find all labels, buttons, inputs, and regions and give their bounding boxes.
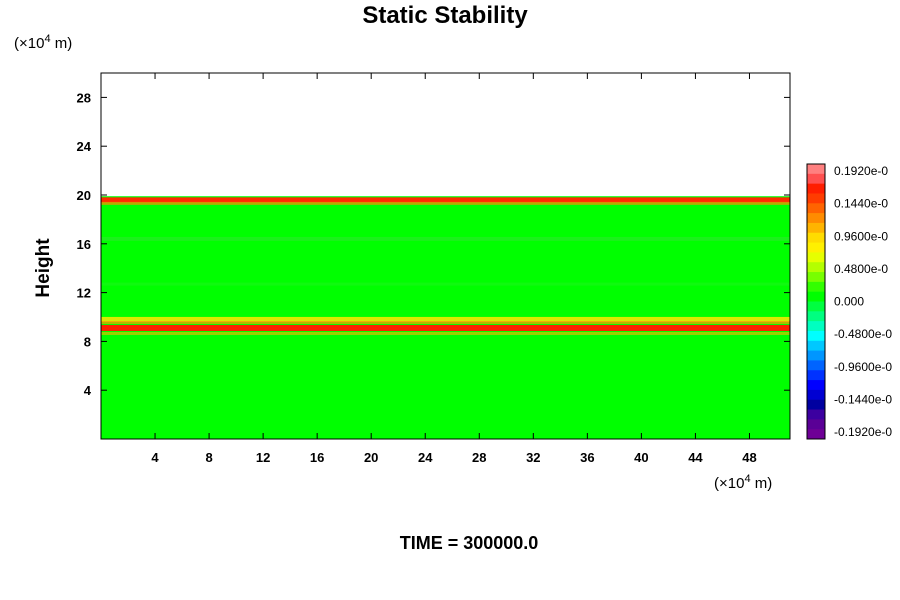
colorbar-swatch bbox=[807, 389, 825, 401]
colorbar-swatch bbox=[807, 429, 825, 440]
x-tick-label: 24 bbox=[418, 450, 433, 465]
colorbar-swatch bbox=[807, 262, 825, 273]
colorbar-swatch bbox=[807, 281, 825, 293]
colorbar-swatch bbox=[807, 272, 825, 283]
colorbar-swatch bbox=[807, 164, 825, 175]
y-axis-label: Height bbox=[33, 238, 54, 298]
colorbar-swatch bbox=[807, 193, 825, 204]
colorbar-label: 0.000 bbox=[834, 295, 864, 309]
x-tick-label: 32 bbox=[526, 450, 540, 465]
x-tick-label: 44 bbox=[688, 450, 703, 465]
x-tick-label: 28 bbox=[472, 450, 486, 465]
colorbar-swatch bbox=[807, 370, 825, 381]
colorbar-swatch bbox=[807, 203, 825, 214]
time-label: TIME = 300000.0 bbox=[400, 533, 539, 553]
x-tick-label: 8 bbox=[205, 450, 212, 465]
colorbar-label: 0.9600e-0 bbox=[834, 229, 888, 243]
colorbar-swatch bbox=[807, 291, 825, 302]
colorbar: 0.1920e-0 0.1440e-0 0.9600e-0 0.4800e-0 0.00… bbox=[806, 163, 892, 440]
mid-level-band bbox=[101, 236, 790, 241]
tropopause-band bbox=[101, 324, 790, 331]
colorbar-swatch bbox=[807, 419, 825, 430]
colorbar-swatch bbox=[807, 380, 825, 391]
y-ticks: 4 8 12 16 20 24 28 bbox=[77, 90, 790, 398]
colorbar-swatch bbox=[807, 340, 825, 352]
y-tick-label: 8 bbox=[84, 334, 91, 349]
tropopause-halo bbox=[101, 316, 790, 322]
y-tick-label: 12 bbox=[77, 286, 91, 301]
colorbar-swatch bbox=[807, 213, 825, 224]
x-tick-label: 36 bbox=[580, 450, 594, 465]
y-tick-label: 28 bbox=[77, 90, 91, 105]
plot-frame bbox=[100, 72, 791, 440]
stability-bands bbox=[101, 197, 790, 335]
colorbar-swatch bbox=[807, 232, 825, 244]
colorbar-swatch bbox=[807, 242, 825, 253]
y-unit-label: (×104 m) bbox=[14, 33, 72, 52]
colorbar-swatch bbox=[807, 301, 825, 312]
colorbar-label: -0.4800e-0 bbox=[834, 327, 892, 341]
x-tick-label: 20 bbox=[364, 450, 378, 465]
colorbar-swatch bbox=[807, 183, 825, 194]
tropopause-fringe-lower bbox=[101, 331, 790, 335]
colorbar-swatch bbox=[807, 360, 825, 371]
colorbar-swatch bbox=[807, 252, 825, 263]
colorbar-swatch bbox=[807, 321, 825, 332]
weak-band bbox=[101, 282, 790, 286]
colorbar-label: 0.1440e-0 bbox=[834, 197, 888, 211]
x-unit-label: (×104 m) bbox=[714, 473, 772, 492]
colorbar-label: 0.1920e-0 bbox=[834, 164, 888, 178]
x-tick-label: 4 bbox=[151, 450, 159, 465]
colorbar-swatch bbox=[807, 222, 825, 234]
colorbar-label: -0.1920e-0 bbox=[834, 425, 892, 439]
x-tick-label: 16 bbox=[310, 450, 324, 465]
x-tick-label: 12 bbox=[256, 450, 270, 465]
colorbar-swatch bbox=[807, 311, 825, 322]
y-tick-label: 20 bbox=[77, 188, 91, 203]
colorbar-swatch bbox=[807, 173, 825, 185]
y-tick-label: 24 bbox=[77, 139, 92, 154]
colorbar-label: -0.1440e-0 bbox=[834, 392, 892, 406]
x-tick-label: 48 bbox=[742, 450, 756, 465]
colorbar-frame bbox=[806, 163, 826, 440]
colorbar-swatch bbox=[807, 330, 825, 342]
y-tick-label: 4 bbox=[84, 383, 92, 398]
tropopause-fringe-upper bbox=[101, 320, 790, 324]
x-tick-label: 40 bbox=[634, 450, 648, 465]
y-tick-label: 16 bbox=[77, 237, 91, 252]
upper-fringe bbox=[101, 201, 790, 205]
colorbar-label: 0.4800e-0 bbox=[834, 262, 888, 276]
chart-title: Static Stability bbox=[362, 2, 528, 29]
upper-boundary-band bbox=[101, 197, 790, 203]
colorbar-swatch bbox=[807, 350, 825, 361]
x-ticks: 4 8 12 16 20 24 28 32 36 40 44 48 bbox=[151, 73, 757, 465]
colorbar-swatch bbox=[807, 409, 825, 420]
colorbar-label: -0.9600e-0 bbox=[834, 360, 892, 374]
colorbar-swatch bbox=[807, 399, 825, 411]
